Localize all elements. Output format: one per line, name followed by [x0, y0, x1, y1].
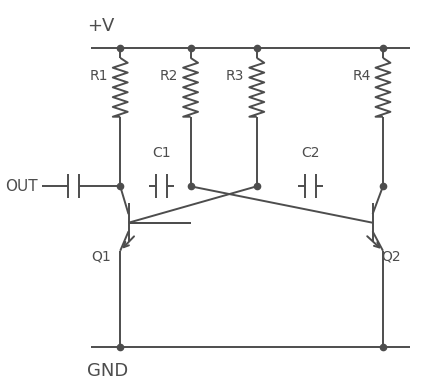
Text: R3: R3: [226, 69, 244, 83]
Text: R2: R2: [160, 69, 178, 83]
Text: Q2: Q2: [381, 250, 401, 264]
Text: R1: R1: [89, 69, 108, 83]
Text: Q1: Q1: [91, 250, 111, 264]
Text: OUT: OUT: [5, 179, 37, 194]
Text: C2: C2: [301, 146, 320, 160]
Text: GND: GND: [87, 362, 128, 380]
Text: +V: +V: [87, 17, 115, 35]
Text: C1: C1: [152, 146, 171, 160]
Text: R4: R4: [352, 69, 371, 83]
